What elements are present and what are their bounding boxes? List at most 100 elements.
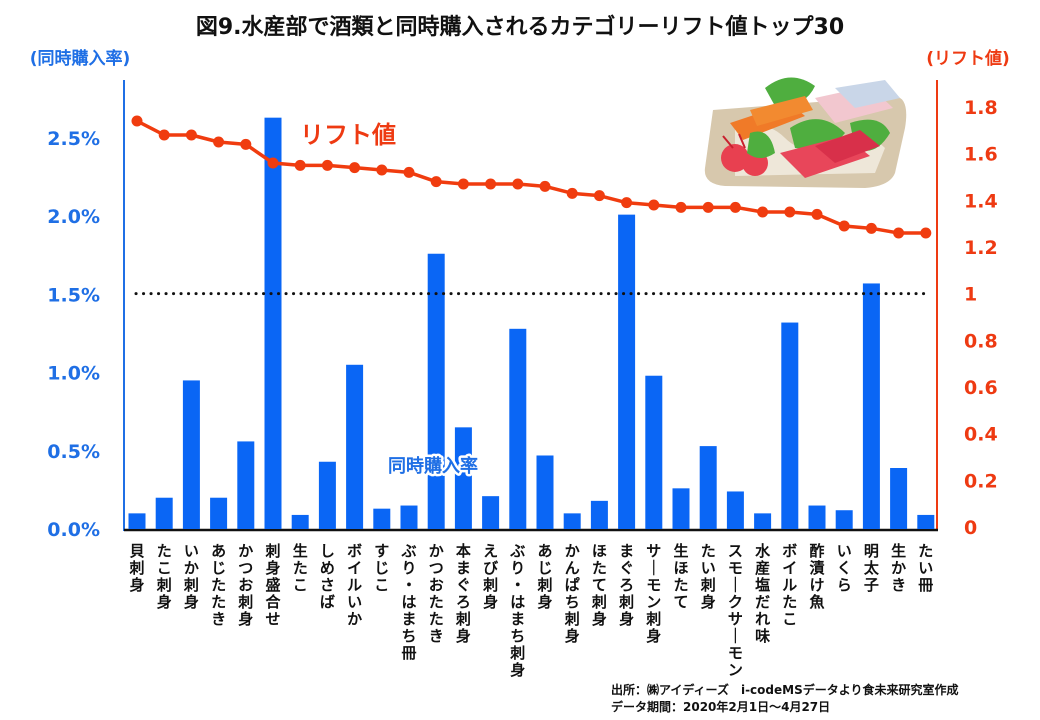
category-label: すじこ (374, 542, 389, 594)
category-label: ぶり・はまち冊 (400, 542, 416, 662)
right-tick-label: 1 (964, 284, 977, 306)
left-tick-label: 2.5% (47, 128, 100, 150)
bar-4 (210, 497, 228, 529)
category-label: ボイルたこ (782, 542, 797, 628)
lift-point-25 (784, 206, 796, 218)
sashimi-platter-icon (704, 77, 907, 188)
lift-point-7 (294, 159, 306, 171)
right-tick-label: 0.6 (964, 377, 998, 399)
right-axis-title: (リフト値) (926, 48, 1010, 69)
category-label: 刺身盛合せ (264, 542, 281, 628)
category-label: 生かき (891, 542, 906, 594)
bar-5 (237, 441, 255, 529)
category-label: まぐろ刺身 (619, 542, 634, 628)
category-label: たい冊 (918, 542, 933, 594)
lift-point-10 (376, 164, 388, 176)
bar-2 (155, 497, 173, 529)
lift-point-24 (757, 206, 769, 218)
category-label: サ｜モン刺身 (646, 542, 661, 645)
category-label: かつお刺身 (238, 542, 253, 628)
category-label: あじたたき (211, 542, 226, 628)
category-label: いか刺身 (184, 542, 199, 611)
category-label: しめさば (320, 542, 335, 611)
category-label: たこ刺身 (157, 542, 172, 611)
lift-point-17 (566, 187, 578, 199)
lift-point-19 (621, 197, 633, 209)
bar-28 (862, 283, 880, 529)
left-tick-label: 1.0% (47, 363, 100, 385)
lift-point-12 (430, 176, 442, 188)
category-label: ぶり・はまち刺身 (509, 542, 525, 679)
lift-point-14 (485, 178, 497, 190)
bar-16 (536, 455, 554, 529)
category-label: 生ほたて (673, 542, 688, 611)
bar-14 (482, 496, 500, 529)
data-period-line: データ期間：2020年2月1日～4月27日 (611, 700, 831, 714)
left-tick-label: 0.0% (47, 519, 100, 541)
source-line: 出所：㈱アイディーズ i-codeMSデータより食未来研究室作成 (611, 683, 959, 697)
chart-title: 図9.水産部で酒類と同時購入されるカテゴリーリフト値トップ30 (196, 14, 844, 40)
lift-point-6 (267, 157, 279, 169)
bar-3 (182, 380, 200, 529)
category-label: 本まぐろ刺身 (456, 542, 471, 645)
bar-13 (454, 427, 472, 529)
bar-11 (400, 505, 418, 529)
lift-point-15 (512, 178, 524, 190)
category-label: 明太子 (864, 542, 880, 594)
bar-12 (427, 253, 445, 529)
lift-point-4 (213, 136, 225, 148)
lift-point-18 (593, 190, 605, 202)
bar-24 (754, 513, 772, 529)
lift-point-29 (893, 227, 905, 239)
category-label: ほたて刺身 (592, 542, 607, 628)
bar-26 (808, 505, 826, 529)
category-label: スモ｜クサ｜モン (728, 542, 743, 679)
lift-point-22 (702, 201, 714, 213)
category-label: 酢漬け魚 (809, 542, 824, 611)
bar-20 (645, 375, 663, 529)
bar-27 (835, 510, 853, 529)
bar-29 (890, 468, 908, 529)
lift-point-11 (403, 166, 415, 178)
right-tick-label: 1.8 (964, 97, 998, 119)
bar-30 (917, 514, 935, 529)
bar-21 (672, 488, 690, 529)
right-tick-label: 0.8 (964, 330, 998, 352)
rate-series-label: 同時購入率 (388, 455, 478, 477)
category-label: えび刺身 (483, 542, 498, 611)
lift-point-20 (648, 199, 660, 211)
category-label: たい刺身 (701, 542, 716, 611)
lift-point-1 (131, 115, 143, 127)
bar-15 (509, 328, 527, 529)
lift-point-28 (865, 222, 877, 234)
right-tick-label: 0 (964, 517, 977, 539)
bar-18 (590, 500, 608, 529)
bar-1 (128, 513, 146, 529)
lift-point-23 (729, 201, 741, 213)
left-tick-label: 2.0% (47, 206, 100, 228)
category-label: かつおたたき (429, 542, 444, 645)
lift-point-16 (539, 180, 551, 192)
bar-9 (346, 364, 364, 529)
lift-point-13 (457, 178, 469, 190)
lift-point-3 (185, 129, 197, 141)
bar-8 (318, 461, 336, 529)
right-tick-label: 0.4 (964, 424, 998, 446)
lift-point-2 (158, 129, 170, 141)
lift-point-26 (811, 208, 823, 220)
bar-7 (291, 514, 309, 529)
category-label: ボイルいか (347, 542, 362, 628)
lift-point-30 (920, 227, 932, 239)
left-tick-label: 1.5% (47, 284, 100, 306)
category-label: かんぱち刺身 (565, 542, 580, 645)
lift-series-label: リフト値 (300, 121, 396, 149)
right-tick-label: 1.4 (964, 190, 998, 212)
category-label: いくら (837, 542, 852, 594)
lift-point-8 (321, 159, 333, 171)
bar-23 (726, 491, 744, 529)
lift-point-5 (240, 138, 252, 150)
right-tick-label: 0.2 (964, 470, 998, 492)
category-label: 水産塩だれ味 (755, 542, 771, 645)
bar-10 (373, 508, 391, 529)
